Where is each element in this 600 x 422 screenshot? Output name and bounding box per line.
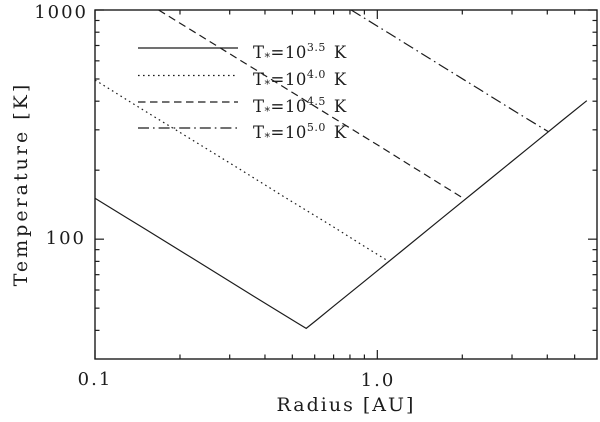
legend-label-t3.5: T*=103.5 K	[253, 35, 347, 64]
legend-label-sub: *	[264, 51, 271, 64]
legend-label-t4.5: T*=104.5 K	[253, 89, 347, 118]
legend-label-suffix: K	[333, 70, 347, 89]
legend-label-sub: *	[264, 131, 271, 144]
legend-label-base: T	[253, 43, 265, 62]
legend-label-mid: =10	[270, 123, 307, 142]
legend-label-suffix: K	[333, 123, 347, 142]
y-tick-label-1000: 1000	[34, 2, 88, 23]
legend-label-base: T	[253, 97, 265, 116]
y-axis-title: Temperature [K]	[10, 81, 32, 287]
y-tick-label-100: 100	[45, 228, 86, 249]
x-tick-label-0.1: 0.1	[77, 369, 113, 390]
legend-label-t4.0: T*=104.0 K	[253, 62, 347, 91]
legend-label-mid: =10	[270, 70, 307, 89]
x-axis-title: Radius [AU]	[276, 394, 416, 416]
legend-label-suffix: K	[333, 43, 347, 62]
legend-label-suffix: K	[333, 97, 347, 116]
legend-label-base: T	[253, 70, 265, 89]
legend-label-mid: =10	[270, 43, 307, 62]
legend-label-sup: 3.5	[306, 41, 326, 54]
legend-label-sub: *	[264, 78, 271, 91]
legend-label-t5.0: T*=105.0 K	[253, 115, 347, 144]
legend-label-sup: 4.5	[306, 95, 326, 108]
legend-label-mid: =10	[270, 97, 307, 116]
x-tick-label-1.0: 1.0	[360, 370, 396, 391]
legend-label-sub: *	[264, 105, 271, 118]
legend-label-sup: 5.0	[306, 121, 326, 134]
legend-label-base: T	[253, 123, 265, 142]
legend-label-sup: 4.0	[306, 68, 326, 81]
